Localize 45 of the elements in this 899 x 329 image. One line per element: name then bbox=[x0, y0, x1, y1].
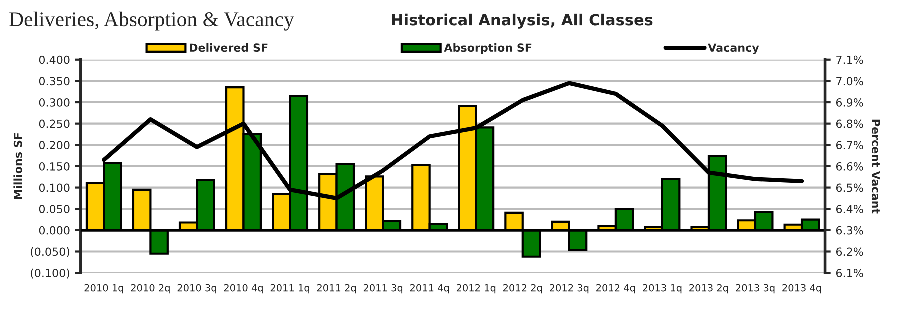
y2-tick-label: 6.7% bbox=[836, 141, 864, 150]
y2-tick-label: 6.3% bbox=[836, 226, 864, 235]
y-tick-label: 0.350 bbox=[39, 77, 70, 86]
y-tick-label: 0.400 bbox=[39, 56, 70, 64]
y2-tick-label: 6.4% bbox=[836, 205, 864, 214]
x-tick-label: 2010 3q bbox=[178, 284, 216, 294]
x-tick-label: 2012 2q bbox=[504, 284, 542, 294]
y-tick-label: 0.050 bbox=[39, 205, 70, 214]
y2-axis-title: Percent Vacant bbox=[872, 120, 880, 214]
x-tick-label: 2011 4q bbox=[410, 284, 450, 294]
y-tick-label: 0.150 bbox=[39, 162, 70, 171]
y2-tick-label: 6.1% bbox=[836, 269, 864, 278]
legend-label: Vacancy bbox=[708, 44, 760, 54]
x-tick-label: 2012 1q bbox=[456, 284, 496, 294]
y-axis-title: Millions SF bbox=[14, 133, 22, 200]
x-tick-label: 2011 1q bbox=[270, 284, 310, 294]
legend-label: Absorption SF bbox=[444, 43, 532, 54]
y2-tick-label: 7.0% bbox=[836, 77, 864, 86]
y-tick-label: (0.100) bbox=[30, 268, 70, 279]
legend-label: Delivered SF bbox=[190, 43, 268, 52]
x-tick-label: 2013 2q bbox=[690, 284, 728, 294]
x-tick-label: 2013 4q bbox=[782, 284, 822, 294]
y-tick-label: 0.000 bbox=[39, 226, 70, 235]
x-tick-label: 2010 4q bbox=[224, 284, 263, 294]
x-tick-label: 2011 3q bbox=[364, 284, 403, 294]
x-tick-label: 2011 2q bbox=[317, 284, 356, 294]
y2-tick-label: 6.2% bbox=[836, 248, 864, 256]
y-tick-label: (0.050) bbox=[30, 248, 70, 258]
y2-tick-label: 6.5% bbox=[836, 184, 864, 192]
x-tick-label: 2013 1q bbox=[643, 284, 682, 294]
chart-subtitle: Historical Analysis, All Classes bbox=[392, 14, 653, 29]
x-tick-label: 2012 4q bbox=[596, 284, 636, 294]
x-tick-label: 2013 3q bbox=[736, 284, 775, 294]
y-tick-label: 0.200 bbox=[39, 141, 70, 150]
y-tick-label: 0.300 bbox=[39, 98, 70, 107]
y-tick-label: 0.250 bbox=[39, 120, 70, 128]
y2-tick-label: 7.1% bbox=[836, 56, 864, 64]
y-tick-label: 0.100 bbox=[39, 184, 70, 192]
y2-tick-label: 6.8% bbox=[836, 120, 864, 128]
y2-tick-label: 6.9% bbox=[836, 98, 864, 107]
x-tick-label: 2010 1q bbox=[84, 284, 124, 294]
chart-title: Deliveries, Absorption & Vacancy bbox=[10, 12, 294, 31]
x-tick-label: 2010 2q bbox=[131, 284, 170, 294]
x-tick-label: 2012 3q bbox=[550, 284, 589, 294]
y2-tick-label: 6.6% bbox=[836, 162, 864, 171]
